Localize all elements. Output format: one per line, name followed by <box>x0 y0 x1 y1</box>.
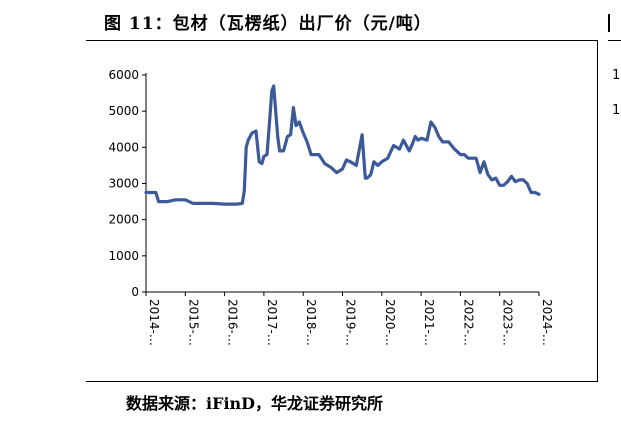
x-tick-label: 2024-… <box>540 299 554 346</box>
y-axis-ticks: 0 1000 2000 3000 4000 5000 6000 <box>108 68 146 299</box>
panel-separator <box>597 40 598 381</box>
y-tick-label: 6000 <box>108 68 139 82</box>
bottom-divider <box>86 381 598 382</box>
x-tick-label: 2020-… <box>383 299 397 346</box>
right-panel-fragment-1: 1 <box>612 68 621 83</box>
y-tick-label: 5000 <box>108 104 139 118</box>
x-tick-label: 2014-… <box>147 299 161 346</box>
chart-axes <box>145 73 539 293</box>
source-note: 数据来源：iFinD，华龙证券研究所 <box>126 394 384 413</box>
right-panel-divider <box>608 40 621 41</box>
x-tick-label: 2022-… <box>461 299 475 346</box>
title-divider <box>86 40 598 41</box>
y-tick-label: 1000 <box>108 249 139 263</box>
plot-area <box>144 84 541 206</box>
x-tick-label: 2015-… <box>186 299 200 346</box>
chart-title: 图 11：包材（瓦楞纸）出厂价（元/吨） <box>104 14 432 34</box>
y-tick-label: 3000 <box>108 177 139 191</box>
x-tick-label: 2021-… <box>422 299 436 346</box>
x-tick-label: 2023-… <box>501 299 515 346</box>
y-tick-label: 0 <box>131 285 139 299</box>
x-tick-label: 2017-… <box>265 299 279 346</box>
x-tick-label: 2018-… <box>304 299 318 346</box>
series-line-1 <box>144 84 541 206</box>
x-tick-label: 2016-… <box>226 299 240 346</box>
x-axis-ticks: 2014-… 2015-… 2016-… 2017-… 2018-… 2019-… 2020… <box>145 292 554 346</box>
right-panel-edge <box>608 14 621 32</box>
y-tick-label: 2000 <box>108 213 139 227</box>
y-tick-label: 4000 <box>108 140 139 154</box>
right-panel-fragment-2: 1 <box>612 103 621 118</box>
x-tick-label: 2019-… <box>344 299 358 346</box>
